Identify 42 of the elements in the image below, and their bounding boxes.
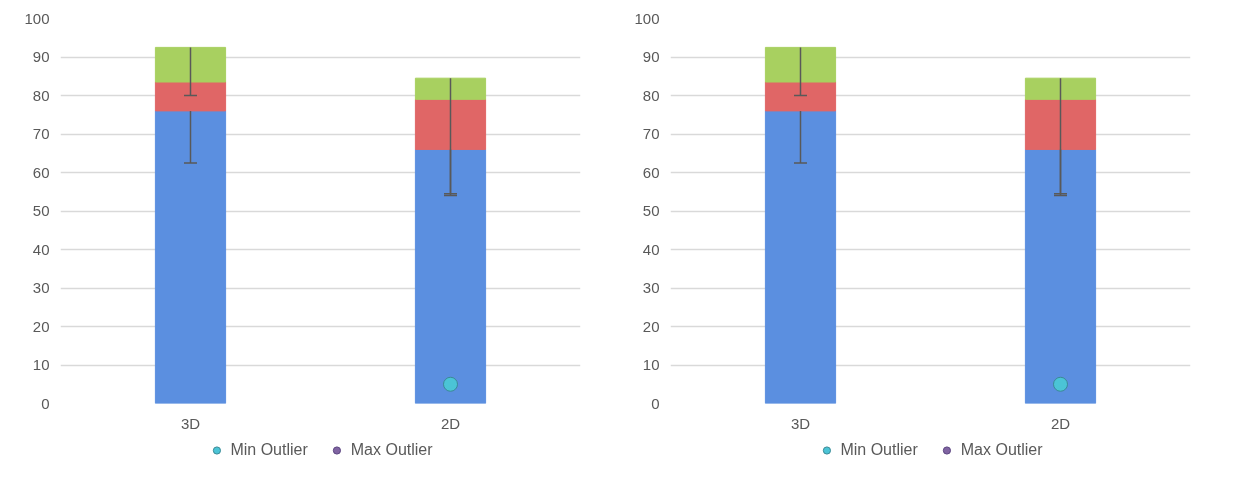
bar — [764, 46, 837, 83]
y-tick-label: 50 — [642, 202, 660, 219]
bar — [764, 81, 837, 112]
bar — [154, 81, 227, 112]
y-tick-label: 20 — [642, 317, 660, 335]
x-tick-label: 2D — [440, 414, 461, 432]
legend-label: Max Outlier — [960, 441, 1043, 459]
bar — [154, 110, 227, 404]
y-tick-label: 60 — [642, 163, 660, 181]
y-tick-label: 30 — [32, 279, 50, 296]
legend-label: Min Outlier — [840, 441, 918, 459]
x-tick-label: 3D — [180, 414, 201, 432]
y-tick-label: 10 — [32, 356, 50, 373]
x-tick-label: 2D — [1050, 414, 1071, 432]
y-tick-label: 100 — [634, 9, 660, 27]
legend-label: Min Outlier — [230, 441, 308, 459]
y-tick-label: 40 — [32, 240, 50, 258]
y-tick-label: 70 — [32, 125, 50, 142]
bar — [414, 77, 487, 100]
y-tick-label: 10 — [642, 356, 660, 373]
bar — [764, 110, 837, 404]
y-tick-label: 90 — [642, 48, 660, 65]
y-tick-label: 30 — [642, 279, 660, 296]
bar — [414, 98, 487, 150]
y-tick-label: 0 — [651, 394, 660, 412]
y-tick-label: 100 — [24, 9, 50, 27]
bar — [414, 148, 487, 404]
y-tick-label: 50 — [32, 202, 50, 219]
y-tick-label: 70 — [642, 125, 660, 142]
y-tick-label: 0 — [41, 394, 50, 412]
y-tick-label: 80 — [32, 86, 50, 104]
y-tick-label: 60 — [32, 163, 50, 181]
y-tick-label: 40 — [642, 240, 660, 258]
bar — [1024, 148, 1097, 404]
x-tick-label: 3D — [790, 414, 811, 432]
bar — [1024, 98, 1097, 150]
y-tick-label: 90 — [32, 48, 50, 65]
legend-label: Max Outlier — [350, 441, 433, 459]
bar — [1024, 77, 1097, 100]
y-tick-label: 80 — [642, 86, 660, 104]
y-tick-label: 20 — [32, 317, 50, 335]
bar — [154, 46, 227, 83]
